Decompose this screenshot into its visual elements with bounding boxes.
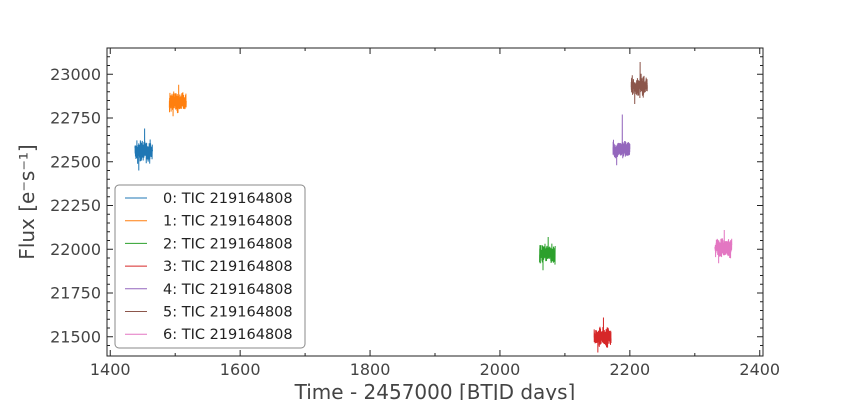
y-axis-label: Flux [e⁻s⁻¹] <box>15 144 39 259</box>
y-tick-label-5: 22750 <box>50 109 101 128</box>
y-tick-label-0: 21500 <box>50 327 101 346</box>
series-2-line <box>539 236 556 271</box>
series-6-line <box>714 229 733 264</box>
y-tick-label-1: 21750 <box>50 284 101 303</box>
x-tick-label-2: 1800 <box>350 360 391 379</box>
y-tick-label-2: 22000 <box>50 240 101 259</box>
ticks-layer: 1400 1600 1800 2000 2200 2400 21500 21750 22000 2… <box>50 48 780 379</box>
y-tick-label-3: 22250 <box>50 196 101 215</box>
legend: 0: TIC 219164808 1: TIC 219164808 2: TIC 2… <box>114 184 306 349</box>
x-axis-label: Time - 2457000 [BTJD days] <box>294 380 576 400</box>
y-tick-label-6: 23000 <box>50 65 101 84</box>
series-layer <box>134 61 733 353</box>
x-tick-label-3: 2000 <box>480 360 521 379</box>
legend-box <box>114 184 306 349</box>
x-tick-label-5: 2400 <box>739 360 780 379</box>
series-5-line <box>630 61 648 105</box>
series-1-line <box>168 84 187 117</box>
legend-label-2: 2: TIC 219164808 <box>163 236 293 252</box>
series-4-line <box>612 114 631 166</box>
x-tick-label-4: 2200 <box>609 360 650 379</box>
legend-label-5: 5: TIC 219164808 <box>163 305 293 321</box>
legend-label-4: 4: TIC 219164808 <box>163 282 293 298</box>
series-3-line <box>593 317 612 353</box>
x-tick-label-0: 1400 <box>90 360 131 379</box>
series-0-line <box>134 128 153 171</box>
legend-label-3: 3: TIC 219164808 <box>163 259 293 275</box>
legend-label-1: 1: TIC 219164808 <box>163 214 293 230</box>
legend-label-6: 6: TIC 219164808 <box>163 327 293 343</box>
x-tick-label-1: 1600 <box>220 360 261 379</box>
y-tick-label-4: 22500 <box>50 152 101 171</box>
legend-label-0: 0: TIC 219164808 <box>163 191 293 207</box>
